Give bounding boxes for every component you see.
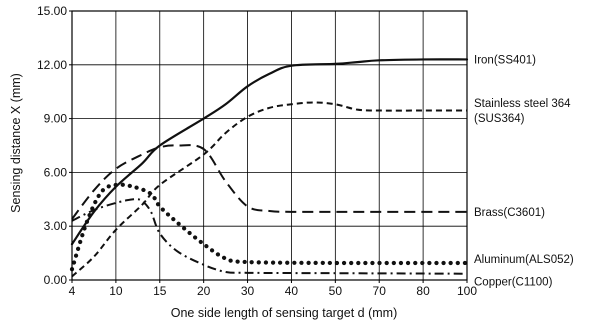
tick-labels: 4 10 15 20 30 40 50 70 80 100 0.00 3.00 6.00 9.00 12.0… <box>37 4 477 298</box>
plot-border <box>71 10 468 281</box>
x-tick-label: 30 <box>241 284 255 298</box>
series-label-stainless-steel-364-sus364: Stainless steel 364 (SUS364) <box>474 98 571 125</box>
y-tick-label: 6.00 <box>44 165 68 179</box>
x-tick-label: 40 <box>285 284 299 298</box>
series-line-aluminum-als052 <box>69 182 470 272</box>
series-label-brass-c3601: Brass(C3601) <box>474 207 545 219</box>
series-line-brass-c3601 <box>71 144 467 220</box>
series-label-copper-c1100: Copper(C1100) <box>474 277 553 289</box>
y-tick-label: 12.00 <box>37 58 67 72</box>
x-tick-label: 70 <box>373 284 387 298</box>
y-tick-label: 9.00 <box>44 112 68 126</box>
y-tick-label: 15.00 <box>37 4 67 18</box>
series-label-iron-ss401: Iron(SS401) <box>474 54 536 66</box>
y-tick-label: 0.00 <box>44 273 68 287</box>
x-tick-label: 4 <box>69 284 76 298</box>
y-axis-title: Sensing distance X (mm) <box>9 73 23 213</box>
series-lines <box>69 58 470 278</box>
series-line-stainless-steel-364-sus364 <box>71 101 467 278</box>
series-labels: Iron(SS401) Stainless steel 364 (SUS364) Br… <box>474 54 574 288</box>
plot-frame <box>69 10 468 283</box>
x-tick-label: 20 <box>197 284 211 298</box>
x-tick-label: 50 <box>329 284 343 298</box>
x-tick-label: 80 <box>416 284 430 298</box>
x-axis-title: One side length of sensing target d (mm) <box>171 306 398 320</box>
series-line-copper-c1100 <box>71 198 468 275</box>
series-line-iron-ss401 <box>70 58 469 246</box>
series-label-aluminum-als052: Aluminum(ALS052) <box>474 254 574 266</box>
x-tick-label: 15 <box>153 284 167 298</box>
y-tick-label: 3.00 <box>44 219 68 233</box>
x-tick-label: 100 <box>457 284 477 298</box>
grid-lines <box>72 11 467 280</box>
x-tick-label: 10 <box>109 284 123 298</box>
